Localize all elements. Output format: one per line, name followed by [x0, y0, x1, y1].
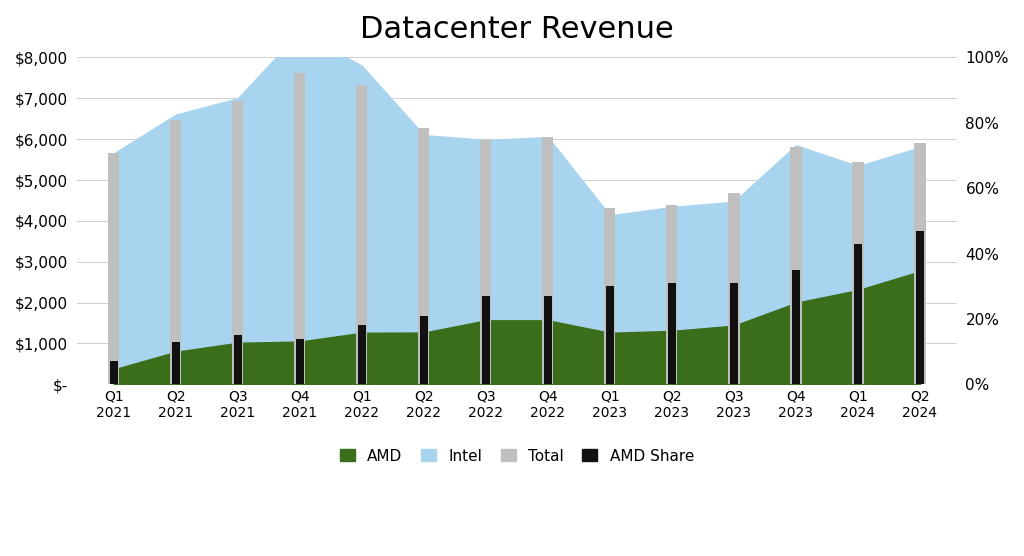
- Bar: [356, 85, 368, 384]
- Bar: [170, 120, 181, 384]
- Bar: [172, 342, 180, 384]
- Bar: [294, 73, 305, 384]
- Bar: [667, 205, 678, 384]
- Bar: [544, 296, 552, 384]
- Bar: [482, 296, 489, 384]
- Bar: [420, 316, 428, 384]
- Bar: [854, 244, 862, 384]
- Bar: [792, 270, 800, 384]
- Bar: [914, 143, 926, 384]
- Bar: [791, 147, 802, 384]
- Bar: [480, 140, 492, 384]
- Bar: [606, 286, 614, 384]
- Bar: [852, 162, 863, 384]
- Bar: [915, 231, 924, 384]
- Bar: [418, 128, 429, 384]
- Bar: [730, 283, 738, 384]
- Bar: [728, 193, 739, 384]
- Legend: AMD, Intel, Total, AMD Share: AMD, Intel, Total, AMD Share: [335, 444, 698, 468]
- Title: Datacenter Revenue: Datacenter Revenue: [360, 15, 674, 44]
- Bar: [233, 335, 242, 384]
- Bar: [604, 208, 615, 384]
- Bar: [543, 137, 553, 384]
- Bar: [109, 153, 120, 384]
- Bar: [232, 101, 244, 384]
- Bar: [668, 283, 676, 384]
- Bar: [110, 361, 118, 384]
- Bar: [296, 339, 304, 384]
- Bar: [357, 325, 366, 384]
